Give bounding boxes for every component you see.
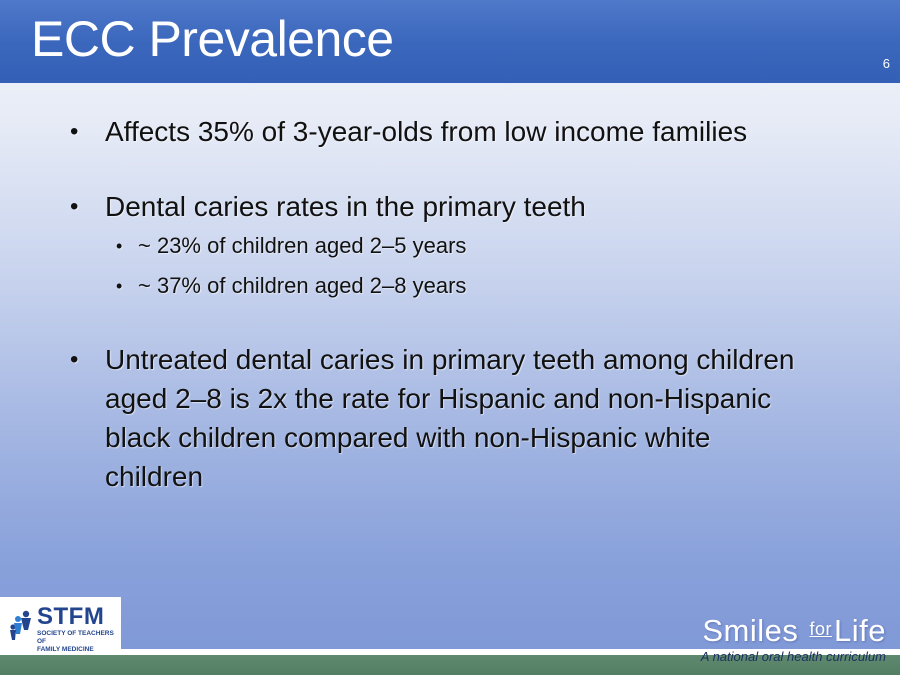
bullet-list: Affects 35% of 3-year-olds from low inco… <box>70 112 860 496</box>
stfm-subtitle-line: SOCIETY OF TEACHERS OF <box>37 630 114 645</box>
sub-bullet-item: ~ 23% of children aged 2–5 years <box>116 226 860 266</box>
footer-bar <box>0 655 900 675</box>
slide-number: 6 <box>882 56 890 71</box>
wordmark-part: for <box>809 619 833 639</box>
stfm-logo: STFM SOCIETY OF TEACHERS OF FAMILY MEDIC… <box>0 597 121 655</box>
smiles-for-life-tagline: A national oral health curriculum <box>700 649 886 664</box>
bullet-item: Untreated dental caries in primary teeth… <box>70 340 805 496</box>
bullet-item: Affects 35% of 3-year-olds from low inco… <box>70 112 860 151</box>
slide-title: ECC Prevalence <box>31 11 394 67</box>
stfm-logo-name: STFM <box>37 603 105 630</box>
wordmark-part: Smiles <box>702 613 799 648</box>
title-bar: ECC Prevalence 6 <box>0 0 900 83</box>
sub-bullet-item: ~ 37% of children aged 2–8 years <box>116 266 860 306</box>
sub-bullet-list: ~ 23% of children aged 2–5 years ~ 37% o… <box>70 226 860 306</box>
stfm-subtitle-line: FAMILY MEDICINE <box>37 646 94 653</box>
footer-divider <box>0 649 900 655</box>
stfm-people-icon <box>10 610 31 640</box>
stfm-logo-subtitle: SOCIETY OF TEACHERS OF FAMILY MEDICINE <box>37 630 121 654</box>
smiles-for-life-wordmark: Smiles forLife <box>701 612 886 648</box>
bullet-item: Dental caries rates in the primary teeth <box>70 187 860 226</box>
wordmark-part: Life <box>834 613 886 648</box>
smiles-for-life-logo: Smiles forLife A national oral health cu… <box>700 612 886 665</box>
